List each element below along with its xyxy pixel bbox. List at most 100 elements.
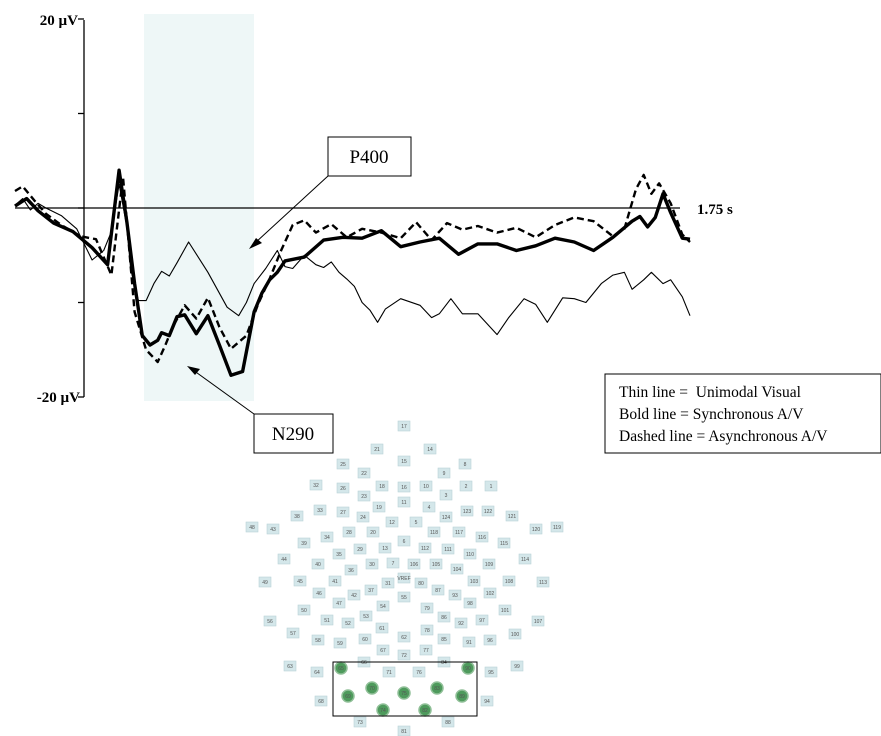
sensor-label: 11	[401, 500, 406, 506]
sensor-39: 39	[297, 537, 311, 549]
sensor-117: 117	[452, 526, 466, 538]
sensor-label: 53	[363, 614, 369, 620]
sensor-7: 7	[386, 557, 400, 569]
sensor-label: 92	[458, 621, 464, 627]
sensor-label: 96	[487, 638, 493, 644]
sensor-label: 26	[340, 486, 346, 492]
sensor-80: 80	[414, 577, 428, 589]
sensor-83: 83	[430, 681, 444, 695]
sensor-106: 106	[407, 558, 421, 570]
n290-callout-box	[253, 413, 334, 454]
sensor-marker	[397, 455, 411, 467]
sensor-label: 64	[314, 670, 320, 676]
sensor-label: 59	[337, 641, 343, 647]
sensor-label: 29	[357, 547, 363, 553]
sensor-14: 14	[423, 443, 437, 455]
sensor-label: 2	[465, 484, 468, 490]
sensor-marker	[313, 504, 327, 516]
sensor-label: 117	[455, 530, 463, 536]
sensor-label: 20	[370, 530, 376, 536]
sensor-marker	[510, 660, 524, 672]
n290-arrow	[192, 369, 255, 415]
sensor-90: 90	[461, 661, 475, 675]
sensor-28: 28	[342, 526, 356, 538]
sensor-marker	[412, 666, 426, 678]
p400-callout-box	[327, 136, 412, 177]
sensor-marker-highlighted	[455, 689, 469, 703]
sensor-96: 96	[483, 634, 497, 646]
sensor-marker	[376, 644, 390, 656]
sensor-56: 56	[263, 615, 277, 627]
sensor-23: 23	[357, 490, 371, 502]
sensor-58: 58	[311, 634, 325, 646]
sensor-label: 71	[386, 670, 392, 676]
sensor-label: 50	[301, 608, 307, 614]
sensor-label: 54	[380, 604, 386, 610]
sensor-54: 54	[376, 600, 390, 612]
sensor-label: 61	[379, 626, 385, 632]
sensor-marker	[450, 563, 464, 575]
sensor-marker	[347, 589, 361, 601]
sensor-label: 97	[479, 618, 485, 624]
sensor-marker	[357, 490, 371, 502]
sensor-label: 65	[338, 666, 344, 672]
sensor-marker	[311, 558, 325, 570]
sensor-marker	[484, 666, 498, 678]
sensor-17: 17	[397, 420, 411, 432]
sensor-label: 41	[332, 579, 338, 585]
sensor-12: 12	[385, 516, 399, 528]
sensor-marker	[397, 481, 411, 493]
sensor-label: 47	[336, 601, 342, 607]
sensor-label: 94	[484, 699, 490, 705]
sensor-11: 11	[397, 496, 411, 508]
sensor-1: 1	[484, 480, 498, 492]
sensor-label: 108	[505, 579, 514, 585]
sensor-marker	[481, 505, 495, 517]
sensor-label: 95	[488, 670, 494, 676]
sensor-label: 22	[361, 471, 367, 477]
sensor-33: 33	[313, 504, 327, 516]
sensor-label: 114	[521, 557, 529, 563]
sensor-label: 4	[428, 505, 431, 511]
sensor-label: 89	[459, 694, 465, 700]
sensor-label: 51	[324, 618, 330, 624]
sensor-label: 5	[415, 520, 418, 526]
sensor-marker	[332, 597, 346, 609]
sensor-marker	[353, 543, 367, 555]
sensor-32: 32	[309, 479, 323, 491]
sensor-marker	[448, 589, 462, 601]
sensor-57: 57	[286, 627, 300, 639]
sensor-label: 52	[345, 621, 351, 627]
sensor-label: 78	[424, 628, 430, 634]
sensor-38: 38	[290, 510, 304, 522]
sensor-115: 115	[497, 537, 511, 549]
sensor-marker	[364, 584, 378, 596]
series-line-dashed	[14, 173, 691, 364]
sensor-label: 80	[418, 581, 424, 587]
sensor-label: 14	[427, 447, 433, 453]
sensor-label: 84	[441, 660, 447, 666]
sensor-marker	[459, 480, 473, 492]
sensor-label: 34	[324, 535, 330, 541]
sensor-97: 97	[475, 614, 489, 626]
legend-entry-thin: Thin line = Unimodal Visual	[619, 384, 801, 401]
sensor-103: 103	[467, 575, 481, 587]
sensor-107: 107	[531, 615, 545, 627]
sensor-marker	[372, 501, 386, 513]
sensor-marker	[483, 634, 497, 646]
sensor-label: 18	[379, 484, 385, 490]
sensor-82: 82	[418, 703, 432, 717]
sensor-100: 100	[508, 628, 522, 640]
sensor-marker	[441, 543, 455, 555]
sensor-9: 9	[437, 467, 451, 479]
sensor-108: 108	[502, 575, 516, 587]
sensor-50: 50	[297, 604, 311, 616]
sensor-label: 107	[534, 619, 543, 625]
sensor-marker	[437, 467, 451, 479]
waveform-series	[14, 168, 691, 377]
sensor-label: 122	[484, 509, 493, 515]
sensor-label: 104	[453, 567, 462, 573]
sensor-label: 106	[410, 562, 419, 568]
sensor-label: 55	[401, 595, 407, 601]
sensor-48: 48	[245, 521, 259, 533]
